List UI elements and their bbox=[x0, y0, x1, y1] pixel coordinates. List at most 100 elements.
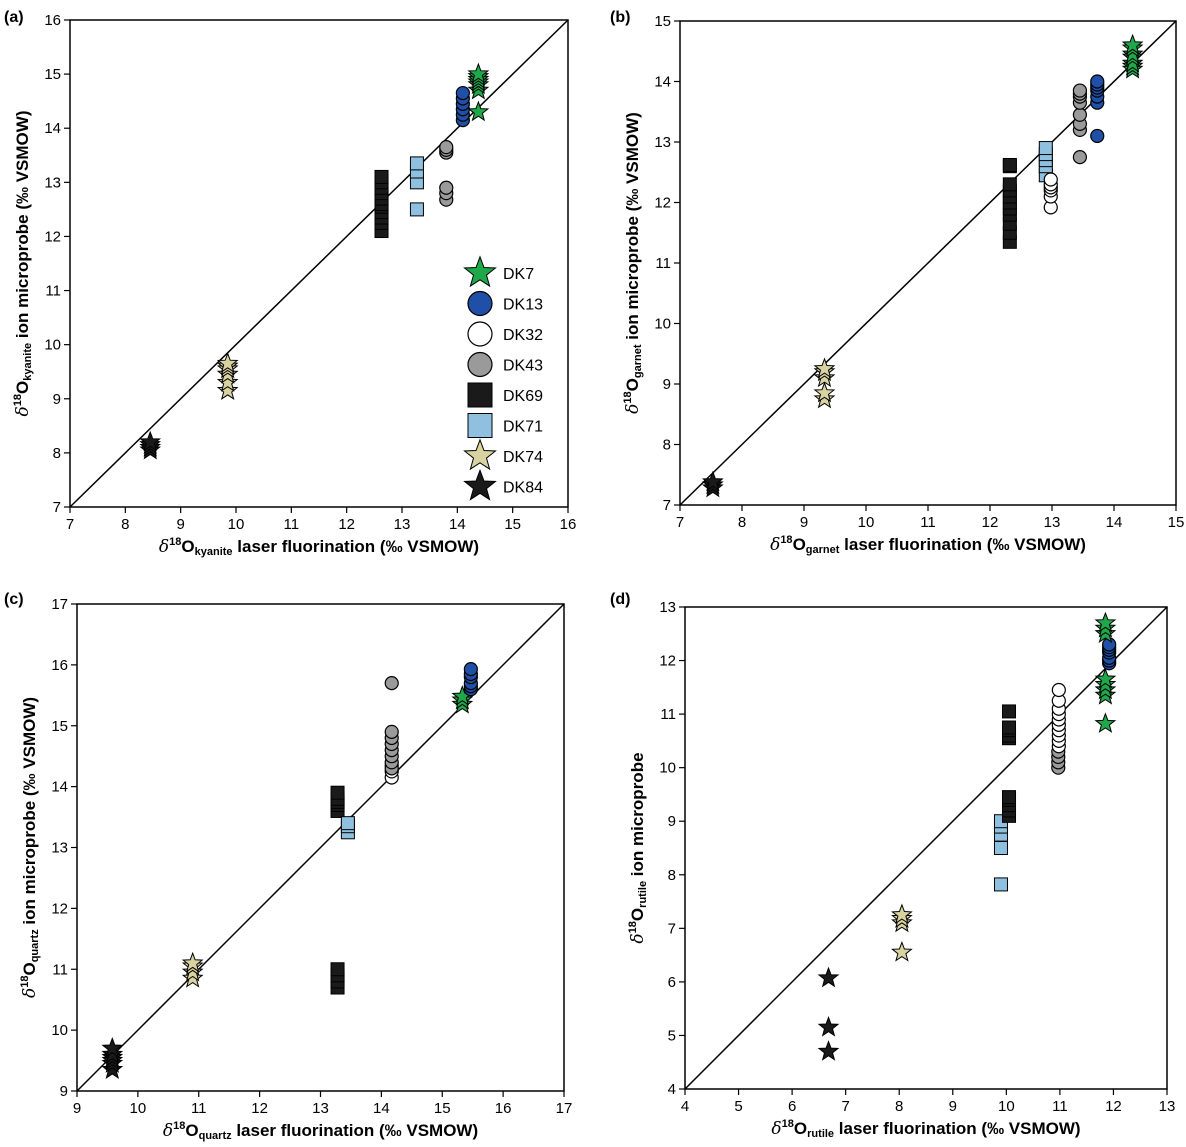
data-point-dk84 bbox=[101, 1043, 124, 1064]
panel-c: (c) 9 10 11 12 13 14 15 16 17 9 10 11 12 13 14 15 16 17 δ18… bbox=[4, 591, 572, 1142]
data-point-dk74 bbox=[891, 903, 913, 925]
data-point-dk71 bbox=[340, 816, 355, 831]
x-tick-label: 10 bbox=[858, 514, 875, 531]
data-point-dk13 bbox=[455, 85, 470, 101]
data-point-dk7 bbox=[1094, 667, 1117, 689]
y-tick-label: 13 bbox=[659, 599, 676, 616]
legend-marker-dk43 bbox=[467, 351, 493, 378]
y-tick-label: 6 bbox=[668, 974, 676, 991]
y-axis-title: δ18Oquartz ion microprobe (‰ VSMOW) bbox=[19, 697, 41, 998]
x-tick-label: 8 bbox=[121, 516, 129, 533]
y-tick-label: 17 bbox=[51, 596, 68, 613]
data-point-dk69 bbox=[1002, 157, 1017, 172]
x-axis-title: δ18Orutile laser fluorination (‰ VSMOW) bbox=[771, 1118, 1080, 1140]
x-tick-label: 11 bbox=[191, 1100, 207, 1117]
x-tick-label: 10 bbox=[130, 1100, 147, 1117]
data-point-dk74 bbox=[813, 381, 836, 403]
one-to-one-line bbox=[76, 603, 565, 1092]
y-tick-label: 16 bbox=[44, 12, 61, 29]
y-tick-label: 15 bbox=[44, 66, 61, 83]
x-axis-title: δ18Ogarnet laser fluorination (‰ VSMOW) bbox=[770, 534, 1086, 556]
x-tick-label: 15 bbox=[504, 516, 521, 533]
x-tick-label: 9 bbox=[949, 1098, 957, 1115]
legend-marker-dk13 bbox=[467, 290, 493, 317]
legend-label: DK7 bbox=[503, 266, 534, 283]
data-point-dk74 bbox=[813, 366, 836, 388]
y-axis-title: δ18Okyanite ion microprobe (‰ VSMOW) bbox=[12, 111, 34, 417]
legend-marker-dk74 bbox=[463, 438, 497, 471]
panel-letter: (a) bbox=[4, 9, 24, 26]
x-tick-label: 8 bbox=[738, 514, 746, 531]
legend: DK7 DK13 DK32 DK43 DK69 DK71 DK74 DK84 bbox=[463, 255, 543, 501]
x-tick-label: 9 bbox=[73, 1100, 81, 1117]
data-point-dk71 bbox=[409, 156, 424, 171]
data-point-dk71 bbox=[409, 202, 424, 217]
x-tick-label: 16 bbox=[560, 516, 577, 533]
x-tick-label: 15 bbox=[434, 1100, 451, 1117]
x-tick-label: 14 bbox=[373, 1100, 390, 1117]
legend-label: DK43 bbox=[503, 358, 543, 375]
y-tick-label: 8 bbox=[53, 445, 61, 462]
x-tick-label: 7 bbox=[676, 514, 684, 531]
data-point-dk43 bbox=[384, 724, 399, 739]
legend-label: DK84 bbox=[503, 480, 543, 497]
x-tick-label: 12 bbox=[251, 1100, 268, 1117]
y-tick-label: 11 bbox=[655, 255, 671, 272]
x-tick-label: 17 bbox=[556, 1100, 573, 1117]
legend-marker-dk84 bbox=[463, 468, 497, 501]
data-point-dk43 bbox=[1072, 150, 1088, 165]
data-point-dk74 bbox=[216, 379, 239, 400]
data-point-dk84 bbox=[101, 1036, 124, 1058]
data-point-dk71 bbox=[993, 841, 1008, 855]
data-point-dk74 bbox=[181, 966, 204, 988]
y-tick-label: 12 bbox=[654, 195, 671, 212]
legend-marker-dk71 bbox=[467, 413, 493, 438]
x-tick-label: 13 bbox=[1159, 1098, 1176, 1115]
x-tick-label: 16 bbox=[495, 1100, 512, 1117]
data-point-dk13 bbox=[463, 662, 478, 677]
x-tick-label: 12 bbox=[338, 516, 355, 533]
y-tick-label: 13 bbox=[44, 174, 61, 191]
panel-letter: (d) bbox=[610, 591, 630, 608]
plot-frame bbox=[684, 606, 1168, 1090]
data-point-dk7 bbox=[1121, 42, 1144, 64]
data-point-dk13 bbox=[1090, 74, 1105, 89]
data-point-dk43 bbox=[439, 180, 454, 195]
panel-letter: (c) bbox=[4, 591, 24, 608]
y-tick-label: 14 bbox=[51, 779, 68, 796]
x-tick-label: 7 bbox=[66, 516, 74, 533]
data-point-dk74 bbox=[216, 352, 239, 373]
data-point-dk69 bbox=[1002, 790, 1017, 805]
x-tick-label: 14 bbox=[1106, 514, 1123, 531]
y-tick-label: 11 bbox=[45, 283, 61, 300]
y-axis-title: δ18Orutile ion microprobe bbox=[627, 752, 649, 943]
data-point-dk32 bbox=[1043, 172, 1058, 187]
x-tick-label: 15 bbox=[1168, 514, 1185, 531]
y-tick-label: 15 bbox=[654, 13, 671, 30]
legend-label: DK74 bbox=[503, 449, 543, 466]
y-axis-title: δ18Ogarnet ion microprobe (‰ VSMOW) bbox=[622, 112, 644, 414]
legend-marker-dk32 bbox=[467, 321, 493, 347]
y-tick-label: 13 bbox=[654, 134, 671, 151]
x-tick-label: 13 bbox=[394, 516, 411, 533]
data-point-dk74 bbox=[181, 960, 204, 982]
y-tick-label: 12 bbox=[51, 900, 68, 917]
data-point-dk74 bbox=[813, 357, 836, 379]
data-point-dk69 bbox=[330, 962, 345, 977]
y-tick-label: 9 bbox=[53, 391, 61, 408]
x-tick-label: 14 bbox=[449, 516, 466, 533]
one-to-one-line bbox=[684, 606, 1168, 1090]
panel-letter: (b) bbox=[610, 9, 630, 26]
y-tick-label: 12 bbox=[44, 228, 61, 245]
data-point-dk69 bbox=[1002, 720, 1017, 735]
panel-b: (b) 7 8 9 10 11 12 13 14 15 7 8 9 10 11 12 13 14 15 δ18Ogar… bbox=[610, 9, 1184, 556]
data-point-dk84 bbox=[817, 1040, 840, 1061]
data-point-dk71 bbox=[993, 877, 1008, 892]
data-point-dk84 bbox=[817, 1015, 840, 1037]
legend-label: DK32 bbox=[503, 327, 543, 344]
data-point-dk43 bbox=[439, 140, 454, 155]
data-point-dk69 bbox=[1002, 177, 1017, 192]
x-tick-label: 10 bbox=[228, 516, 245, 533]
x-tick-label: 8 bbox=[895, 1098, 903, 1115]
